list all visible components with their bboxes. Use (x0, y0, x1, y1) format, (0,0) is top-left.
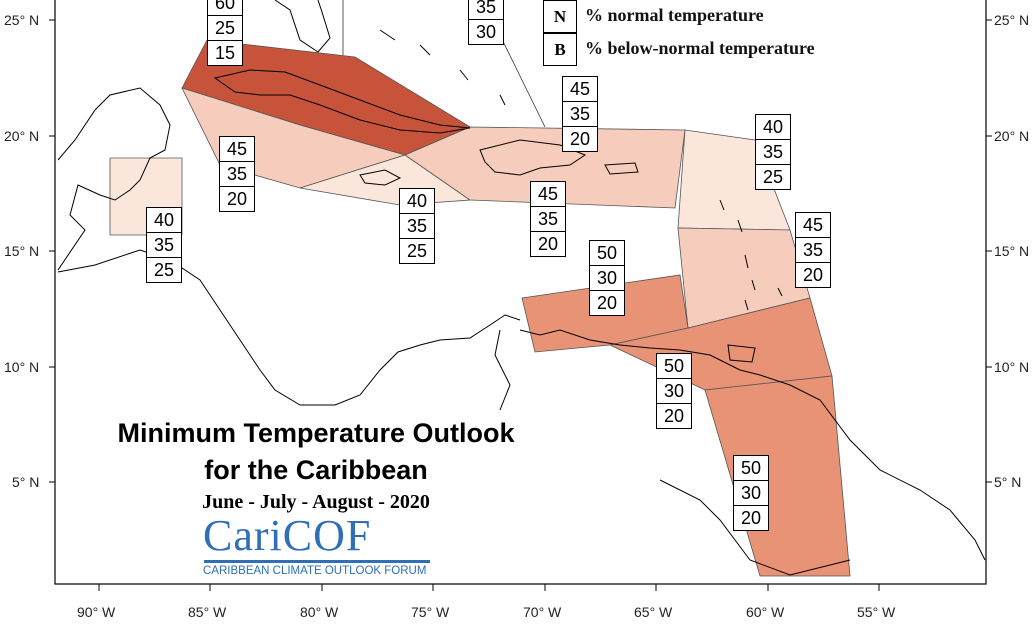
prob-above: 40 (153, 210, 175, 230)
lat-label-15n: 15° N (4, 243, 40, 259)
legend-label-normal: % normal temperature (585, 5, 764, 25)
lon-ticks (98, 584, 880, 591)
coastlines (57, 0, 986, 576)
prob-below: 20 (734, 505, 768, 530)
prob-normal: 35 (220, 161, 254, 186)
prob-below: 25 (756, 164, 790, 189)
prob-box-hispaniola: 45 35 20 (530, 181, 566, 257)
prob-above: 45 (537, 184, 559, 204)
prob-below: 20 (796, 262, 830, 287)
prob-normal: 30 (734, 480, 768, 505)
prob-box-abc: 50 30 20 (589, 240, 625, 316)
prob-box-guianas: 50 30 20 (733, 455, 769, 531)
prob-box-trinidad: 50 30 20 (656, 353, 692, 429)
legend-key-normal: N (543, 0, 577, 33)
lat-label-15n-right: 15° N (994, 243, 1030, 259)
prob-normal: 35 (400, 213, 434, 238)
prob-above: 50 (740, 458, 762, 478)
prob-box-cuba: 60 25 15 (207, 0, 243, 66)
lon-label-90w: 90° W (77, 604, 116, 620)
map-frame (54, 0, 987, 585)
lon-label-80w: 80° W (300, 604, 339, 620)
lon-label-85w: 85° W (188, 604, 227, 620)
prob-above: 45 (802, 215, 824, 235)
prob-above: 40 (406, 191, 428, 211)
lat-label-25n-right: 25° N (994, 12, 1030, 28)
lat-label-20n-right: 20° N (994, 128, 1030, 144)
legend-label-below: % below-normal temperature (585, 38, 815, 58)
prob-below: 20 (531, 231, 565, 256)
prob-below: 15 (208, 40, 242, 65)
lat-label-20n: 20° N (4, 128, 40, 144)
prob-normal: 35 (531, 206, 565, 231)
prob-normal: 35 (147, 232, 181, 257)
prob-normal: 30 (469, 19, 503, 44)
prob-normal: 30 (657, 378, 691, 403)
map-title-line2: for the Caribbean (204, 455, 428, 485)
prob-normal: 35 (756, 139, 790, 164)
prob-box-leeward: 40 35 25 (755, 114, 791, 190)
lat-ticks (49, 19, 992, 483)
prob-box-jamaica: 40 35 25 (399, 188, 435, 264)
prob-box-turks: 45 35 20 (562, 76, 598, 152)
lat-label-25n: 25° N (4, 12, 40, 28)
prob-above: 45 (569, 79, 591, 99)
prob-above: 35 (475, 0, 497, 17)
caricof-logo: CariCOF (203, 511, 372, 560)
lon-label-55w: 55° W (857, 604, 896, 620)
prob-above: 40 (762, 117, 784, 137)
lat-label-10n-right: 10° N (994, 359, 1030, 375)
prob-below: 20 (563, 126, 597, 151)
prob-normal: 35 (796, 237, 830, 262)
prob-normal: 25 (208, 15, 242, 40)
prob-above: 50 (663, 356, 685, 376)
legend-key-below: B (543, 33, 577, 66)
prob-above: 60 (214, 0, 236, 13)
prob-box-belize: 40 35 25 (146, 207, 182, 283)
map-season: June - July - August - 2020 (202, 491, 430, 513)
prob-below: 25 (147, 257, 181, 282)
lat-label-5n-right: 5° N (994, 474, 1022, 490)
prob-below: 20 (657, 403, 691, 428)
prob-normal: 30 (590, 265, 624, 290)
prob-box-bahamas: 35 30 (468, 0, 504, 45)
prob-below: 25 (400, 238, 434, 263)
lon-label-65w: 65° W (634, 604, 673, 620)
lon-label-70w: 70° W (523, 604, 562, 620)
lon-label-75w: 75° W (411, 604, 450, 620)
caricof-tagline: CARIBBEAN CLIMATE OUTLOOK FORUM (203, 565, 427, 577)
lat-label-5n: 5° N (12, 474, 40, 490)
region-guianas (704, 375, 851, 577)
prob-above: 45 (226, 139, 248, 159)
prob-normal: 35 (563, 101, 597, 126)
lat-label-10n: 10° N (4, 359, 40, 375)
prob-above: 50 (596, 243, 618, 263)
lon-label-60w: 60° W (746, 604, 785, 620)
prob-below: 20 (220, 186, 254, 211)
prob-below: 20 (590, 290, 624, 315)
prob-box-windward: 45 35 20 (795, 212, 831, 288)
map-title-line1: Minimum Temperature Outlook (117, 418, 515, 448)
caricof-logo-bar (204, 560, 430, 563)
prob-box-west-caymans: 45 35 20 (219, 136, 255, 212)
